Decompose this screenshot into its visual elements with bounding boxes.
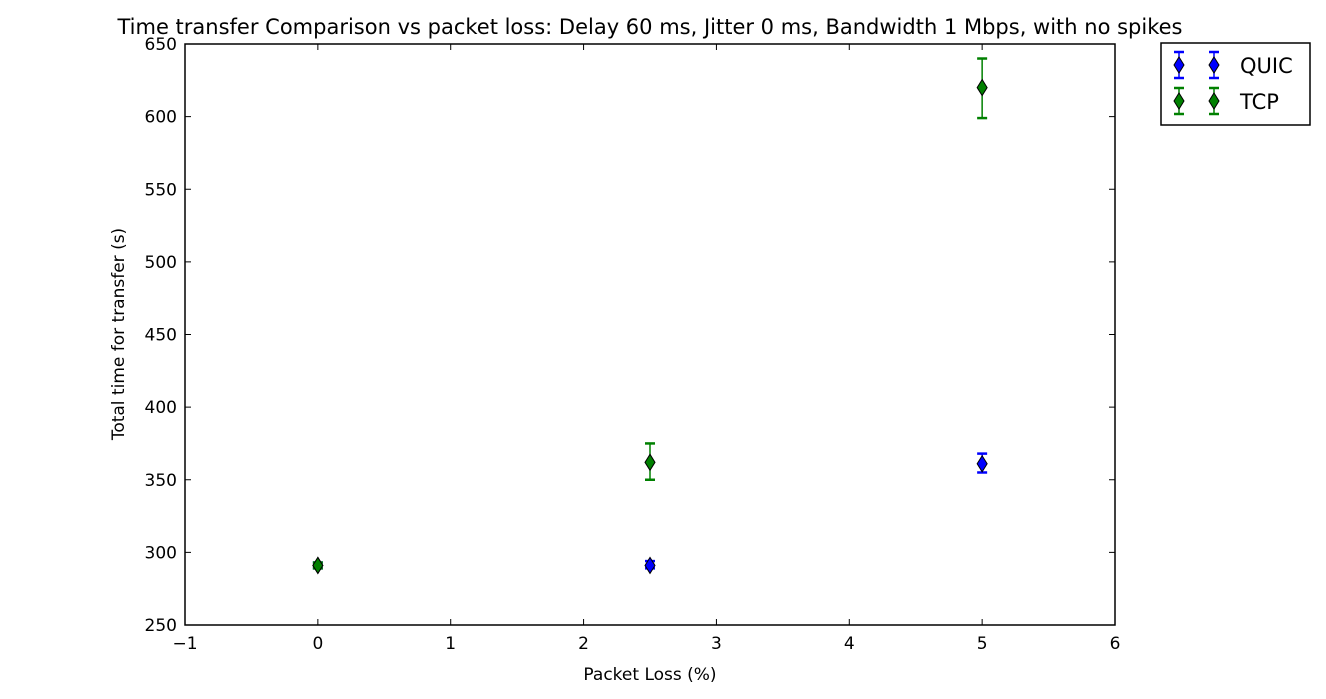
x-tick-label: 4 (844, 634, 855, 654)
y-axis: 250 300 350 400 450 500 550 600 650 (145, 35, 1115, 636)
legend-marker (1208, 92, 1220, 110)
legend-box (1160, 42, 1311, 126)
y-tick-label: 450 (145, 326, 177, 346)
x-tick-label: 6 (1110, 634, 1121, 654)
data-point (976, 454, 988, 473)
x-tick-label: −1 (172, 634, 197, 654)
x-tick-label: 5 (977, 634, 988, 654)
legend-item-quic: QUIC (1173, 50, 1293, 80)
plot-area (184, 43, 1116, 626)
legend-marker (1173, 92, 1185, 110)
x-tick-label: 3 (711, 634, 722, 654)
y-tick-label: 500 (145, 253, 177, 273)
x-axis: −1 0 1 2 3 4 5 6 (172, 44, 1120, 654)
y-tick-label: 650 (145, 35, 177, 55)
y-tick-label: 250 (145, 616, 177, 636)
y-tick-label: 550 (145, 180, 177, 200)
legend: QUIC TCP (1160, 42, 1311, 126)
data-point (644, 556, 656, 575)
y-axis-label: Total time for transfer (s) (109, 228, 129, 441)
legend-label: QUIC (1240, 54, 1293, 78)
data-point (312, 556, 324, 575)
legend-label: TCP (1239, 90, 1279, 114)
chart-title: Time transfer Comparison vs packet loss:… (116, 15, 1182, 39)
legend-marker (1208, 56, 1220, 74)
y-tick-label: 300 (145, 543, 177, 563)
y-tick-label: 600 (145, 108, 177, 128)
legend-marker (1173, 56, 1185, 74)
data-point (976, 78, 988, 97)
y-tick-label: 400 (145, 398, 177, 418)
data-marks (312, 57, 988, 575)
x-tick-label: 1 (445, 634, 456, 654)
legend-item-tcp: TCP (1173, 86, 1279, 116)
series-tcp (312, 57, 988, 575)
x-axis-label: Packet Loss (%) (583, 665, 716, 685)
y-tick-label: 350 (145, 471, 177, 491)
x-tick-label: 0 (312, 634, 323, 654)
x-tick-label: 2 (578, 634, 589, 654)
data-point (644, 453, 656, 472)
